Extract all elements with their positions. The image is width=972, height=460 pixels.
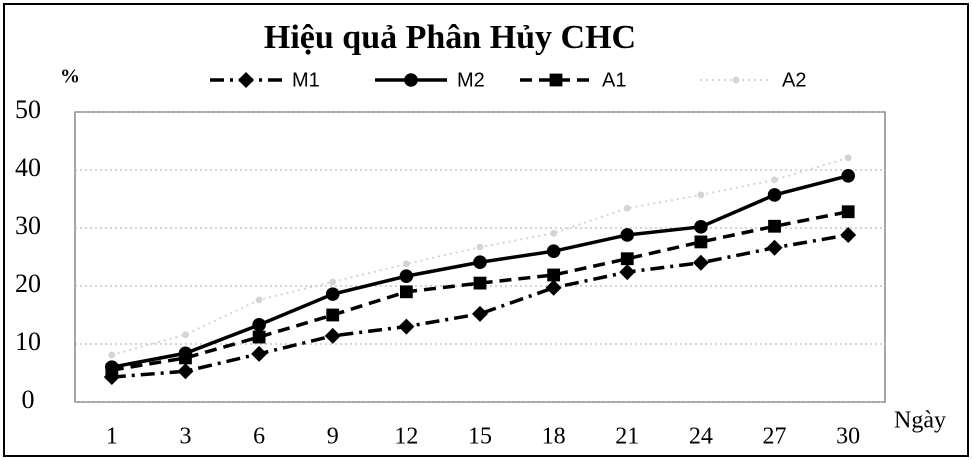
marker [177,363,194,380]
marker [694,220,708,234]
series-line [111,210,849,372]
legend-marker [732,76,740,84]
y-tick-label: 50 [15,95,41,124]
marker [476,243,484,251]
marker [108,351,116,359]
x-tick-label: 1 [106,424,118,450]
legend-label: M2 [457,69,485,91]
marker [546,244,561,258]
legend-label: M1 [292,69,320,91]
y-axis-label: % [60,66,80,88]
y-tick-label: 10 [15,327,41,356]
x-tick-label: 6 [253,424,265,450]
marker [767,188,782,202]
marker [619,264,636,281]
y-tick-label: 0 [22,385,35,414]
marker [251,345,268,362]
marker [398,318,415,335]
marker [547,268,561,282]
marker [473,255,487,270]
marker [841,205,855,219]
marker [545,279,562,296]
x-tick-label: 9 [327,424,339,450]
marker [472,305,488,322]
marker [179,351,192,365]
legend-marker [549,73,563,87]
marker [324,327,341,344]
marker [697,191,705,199]
marker [105,363,119,377]
x-tick-label: 21 [615,424,639,450]
x-axis-label: Ngày [894,408,946,434]
series-line [111,233,849,379]
x-tick-label: 24 [689,424,713,450]
marker [402,260,410,268]
marker [694,235,708,249]
marker [768,219,781,233]
marker [692,254,709,271]
marker [620,252,634,266]
marker [844,154,852,162]
marker [399,285,413,299]
marker [841,169,855,183]
legend-marker [404,73,418,87]
legend-label: A2 [782,69,806,91]
marker [255,296,263,304]
marker [550,229,558,237]
chart-title: Hiệu quả Phân Hủy CHC [264,19,636,56]
x-tick-label: 18 [542,424,566,450]
marker [473,276,487,290]
legend-marker [238,72,254,88]
y-tick-label: 20 [15,269,41,298]
marker [399,269,414,283]
x-tick-label: 30 [836,424,860,450]
x-tick-label: 12 [394,424,418,450]
marker [766,239,783,256]
marker [620,228,635,242]
marker [182,331,189,339]
y-tick-label: 40 [15,153,41,182]
marker [326,308,340,322]
marker [325,287,340,301]
legend-label: A1 [602,69,626,91]
y-tick-label: 30 [15,211,41,240]
chart-frame [3,3,969,457]
x-tick-label: 27 [763,424,787,450]
x-tick-label: 15 [468,424,492,450]
marker [623,204,631,212]
x-tick-label: 3 [179,424,191,450]
marker [329,278,337,286]
marker [252,318,266,332]
marker [840,226,857,243]
marker [252,330,266,344]
marker [771,176,778,184]
